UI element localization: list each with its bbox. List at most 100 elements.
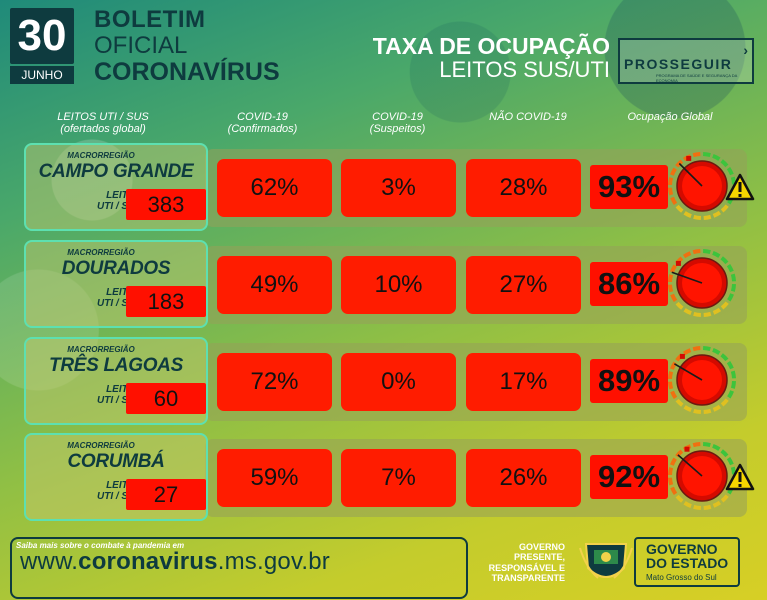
gauge-segment <box>720 159 729 168</box>
cell-suspeitos: 3% <box>341 159 456 217</box>
gauge-segment <box>668 284 674 293</box>
region-name: DOURADOS <box>61 258 171 279</box>
gauge-segment <box>692 442 701 448</box>
gauge-segment <box>692 249 701 255</box>
gauge-needle <box>678 162 703 187</box>
global-occupancy: 89% <box>590 359 668 403</box>
leitos-value: 60 <box>126 383 206 414</box>
prosseguir-subtext: PROGRAMA DE SAÚDE E SEGURANÇA DA ECONOMI… <box>656 73 738 83</box>
gauge-segment <box>712 154 721 161</box>
gauge-segment <box>726 456 734 466</box>
gauge-segment <box>702 152 711 158</box>
boletim-line-1: BOLETIM <box>94 6 206 33</box>
macro-label: MACRORREGIÃO <box>67 151 135 160</box>
footer-url[interactable]: www.coronavirus.ms.gov.br <box>20 548 330 576</box>
gauge-segment <box>703 311 712 317</box>
global-occupancy: 92% <box>590 455 668 499</box>
gauge-segment <box>693 311 702 317</box>
gauge-segment <box>730 370 736 379</box>
gauge-segment <box>702 442 711 448</box>
footer-caption: Saiba mais sobre o combate à pandemia em <box>16 541 185 550</box>
cell-confirmados: 59% <box>217 449 332 507</box>
gauge-segment <box>702 249 711 255</box>
gauge-segment <box>668 177 674 186</box>
gauge-needle <box>671 271 703 284</box>
gauge-segment <box>726 166 734 176</box>
gauge-segment <box>727 293 734 302</box>
gauge-segment <box>683 405 692 412</box>
region-name: CAMPO GRANDE <box>38 161 194 182</box>
gauge-segment <box>703 504 712 510</box>
state-emblem-icon <box>579 543 633 579</box>
gauge-segment <box>702 346 711 352</box>
gauge-segment <box>668 371 674 380</box>
gauge-segment <box>683 211 692 218</box>
gauge-segment <box>675 301 684 310</box>
boletim-line-3: CORONAVÍRUS <box>94 58 280 86</box>
cell-nao-covid: 17% <box>466 353 581 411</box>
gauge-segment <box>670 293 678 303</box>
macro-label: MACRORREGIÃO <box>67 248 135 257</box>
chevron-right-icon: › <box>743 42 748 58</box>
gov-logo-line-1: GOVERNO <box>646 541 718 557</box>
gauge-segment <box>712 500 722 508</box>
gauge-segment <box>712 251 721 258</box>
taxa-line-2: LEITOS SUS/UTI <box>439 57 610 82</box>
prosseguir-logo: › PROSSEGUIR PROGRAMA DE SAÚDE E SEGURAN… <box>618 38 754 84</box>
footer-link-box <box>10 537 468 599</box>
gauge-segment <box>730 273 736 282</box>
gauge-needle <box>677 454 703 477</box>
prosseguir-text: PROSSEGUIR <box>624 56 733 72</box>
cell-nao-covid: 26% <box>466 449 581 507</box>
gauge-segment <box>682 348 692 356</box>
gauge-segment <box>726 360 734 370</box>
region-name: CORUMBÁ <box>67 451 165 472</box>
cell-suspeitos: 0% <box>341 353 456 411</box>
gauge-segment <box>720 353 729 362</box>
gauge-segment <box>712 404 722 412</box>
gauge-segment <box>668 381 674 390</box>
gauge-segment <box>670 486 678 496</box>
col-header-suspeitos: COVID-19 (Suspeitos) <box>369 111 426 136</box>
region-name: TRÊS LAGOAS <box>49 355 183 376</box>
gauge-segment <box>670 390 678 400</box>
gauge-needle <box>673 363 703 381</box>
gauge-icon <box>668 346 736 414</box>
gauge-segment <box>682 251 692 259</box>
taxa-line-1: TAXA DE OCUPAÇÃO <box>372 33 610 59</box>
col-header-confirmados: COVID-19 (Confirmados) <box>227 111 298 136</box>
col-header-nao-covid: NÃO COVID-19 <box>489 111 567 123</box>
gauge-marker <box>679 353 685 359</box>
gauge-segment <box>692 346 701 352</box>
gauge-segment <box>720 398 729 407</box>
taxa-title: TAXA DE OCUPAÇÃO LEITOS SUS/UTI <box>355 35 610 81</box>
gauge-segment <box>668 477 674 486</box>
gauge-segment <box>668 467 674 476</box>
gov-logo-line-3: Mato Grosso do Sul <box>646 573 717 582</box>
global-occupancy: 86% <box>590 262 668 306</box>
gauge-segment <box>675 204 684 213</box>
gauge-segment <box>668 187 674 196</box>
date-badge: 30 JUNHO <box>10 8 74 84</box>
gauge-segment <box>712 348 721 355</box>
gauge-segment <box>668 274 674 283</box>
cell-confirmados: 72% <box>217 353 332 411</box>
date-month: JUNHO <box>10 66 74 84</box>
gauge-segment <box>670 167 677 176</box>
gauge-marker <box>675 260 681 266</box>
gauge-marker <box>684 446 690 452</box>
gauge-segment <box>683 308 692 315</box>
gauge-segment <box>675 449 684 458</box>
gauge-segment <box>670 361 677 370</box>
gauge-segment <box>675 159 684 168</box>
gov-logo-box <box>634 537 740 587</box>
gauge-segment <box>720 256 729 265</box>
macro-label: MACRORREGIÃO <box>67 345 135 354</box>
gauge-segment <box>693 504 702 510</box>
url-bold: coronavirus <box>78 548 218 575</box>
col-header-global: Ocupação Global <box>627 111 713 123</box>
